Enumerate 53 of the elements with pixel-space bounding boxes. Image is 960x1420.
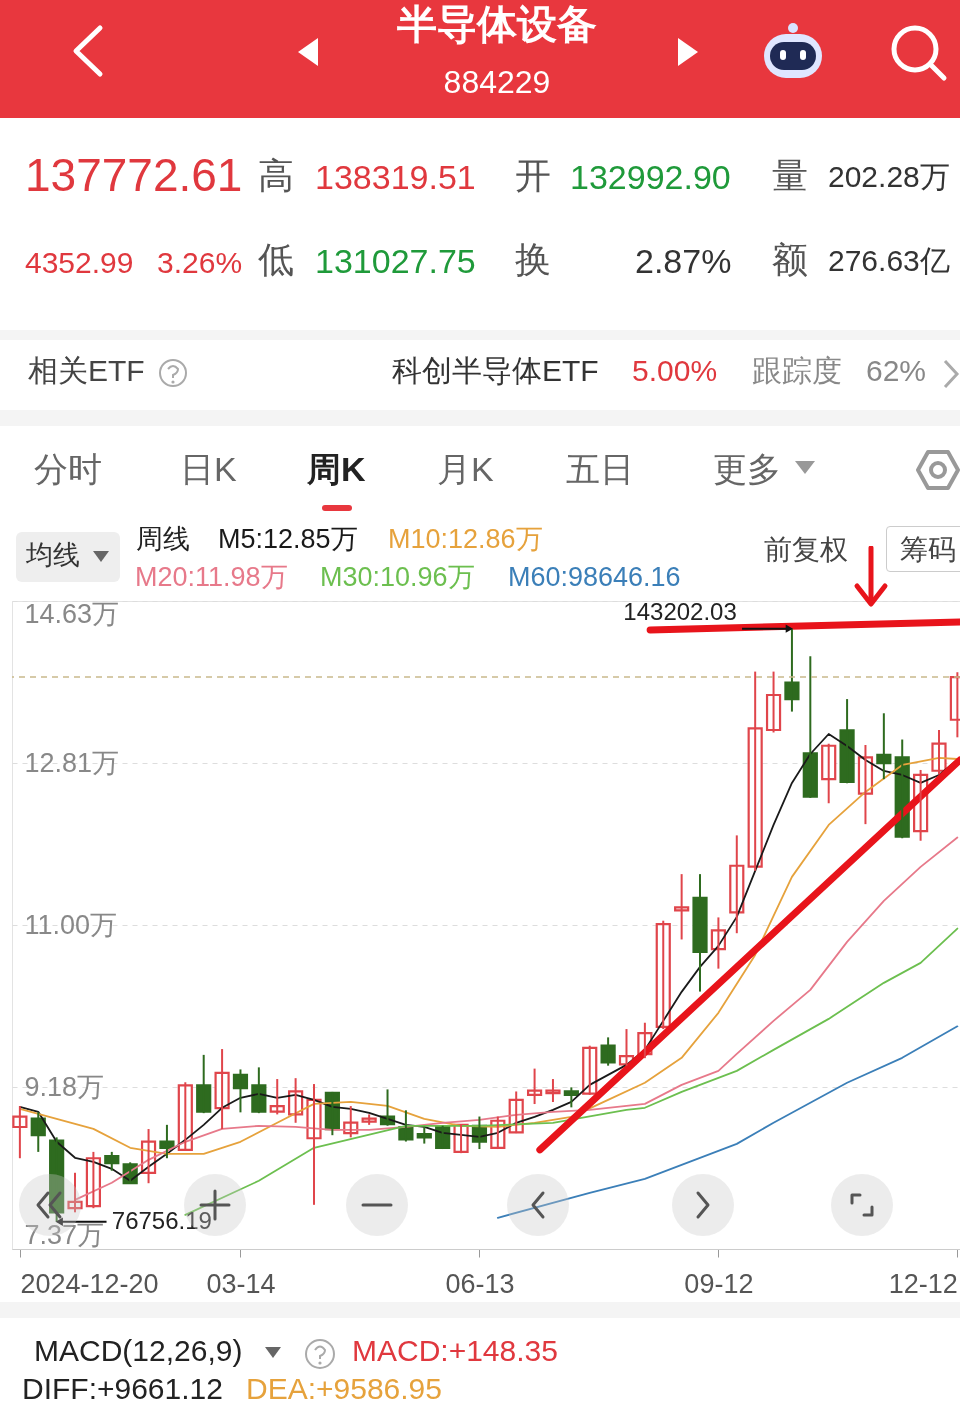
text: 202.28万 — [828, 160, 950, 193]
text: 量 — [772, 155, 808, 196]
annotation: 76756.19 — [111, 1206, 212, 1234]
y-tick-label: 9.18万 — [24, 1071, 105, 1102]
text: 138319.51 — [315, 158, 476, 196]
annotation: 143202.03 — [623, 597, 737, 625]
chart-subtitle: 884229 — [443, 64, 551, 100]
text: MACD(12,26,9) — [34, 1334, 243, 1367]
text: 日K — [180, 450, 237, 488]
text: 换 — [515, 239, 551, 280]
text: 额 — [772, 239, 808, 280]
text: 137772.61 — [25, 149, 243, 201]
y-tick-label: 14.63万 — [24, 598, 120, 629]
text: M20:11.98万 — [135, 562, 288, 592]
text: 前复权 — [764, 534, 848, 565]
text: 筹码 — [900, 534, 956, 565]
text: 4352.99 — [25, 246, 134, 279]
y-tick-label: 7.37万 — [24, 1219, 105, 1250]
text: 跟踪度 — [752, 354, 842, 387]
text: 高 — [258, 155, 294, 196]
text: 五日 — [566, 450, 634, 488]
text: 132992.90 — [570, 158, 731, 196]
x-tick-label: 12-12 — [888, 1268, 958, 1299]
y-tick-label: 11.00万 — [24, 909, 118, 940]
text: 62% — [866, 354, 927, 387]
text: DEA:+9586.95 — [246, 1372, 442, 1405]
y-tick-label: 12.81万 — [24, 747, 120, 778]
x-tick-label: 2024-12-20 — [20, 1268, 159, 1299]
text: 3.26% — [157, 246, 243, 279]
x-tick-label: 03-14 — [206, 1268, 276, 1299]
text: M10:12.86万 — [388, 524, 543, 554]
text: 分时 — [34, 450, 102, 488]
x-tick-label: 09-12 — [684, 1268, 754, 1299]
text: 2.87% — [635, 242, 732, 280]
text: 开 — [515, 155, 551, 196]
text: M60:98646.16 — [508, 562, 681, 592]
text: 科创半导体ETF — [392, 354, 599, 387]
text: 周线 — [136, 524, 190, 554]
chart-title: 半导体设备 — [397, 2, 597, 46]
text: 低 — [258, 239, 294, 280]
text: 相关ETF — [28, 354, 145, 387]
text: MACD:+148.35 — [352, 1334, 558, 1367]
text: M30:10.96万 — [320, 562, 475, 592]
text: M5:12.85万 — [218, 524, 358, 554]
text: 更多 — [713, 450, 781, 488]
text: 276.63亿 — [828, 244, 950, 277]
text: 均线 — [26, 540, 80, 570]
x-tick-label: 06-13 — [445, 1268, 515, 1299]
text: 5.00% — [632, 354, 718, 387]
text: DIFF:+9661.12 — [22, 1372, 223, 1405]
text: 周K — [307, 450, 366, 488]
text: 131027.75 — [315, 242, 476, 280]
text: 月K — [437, 450, 494, 488]
